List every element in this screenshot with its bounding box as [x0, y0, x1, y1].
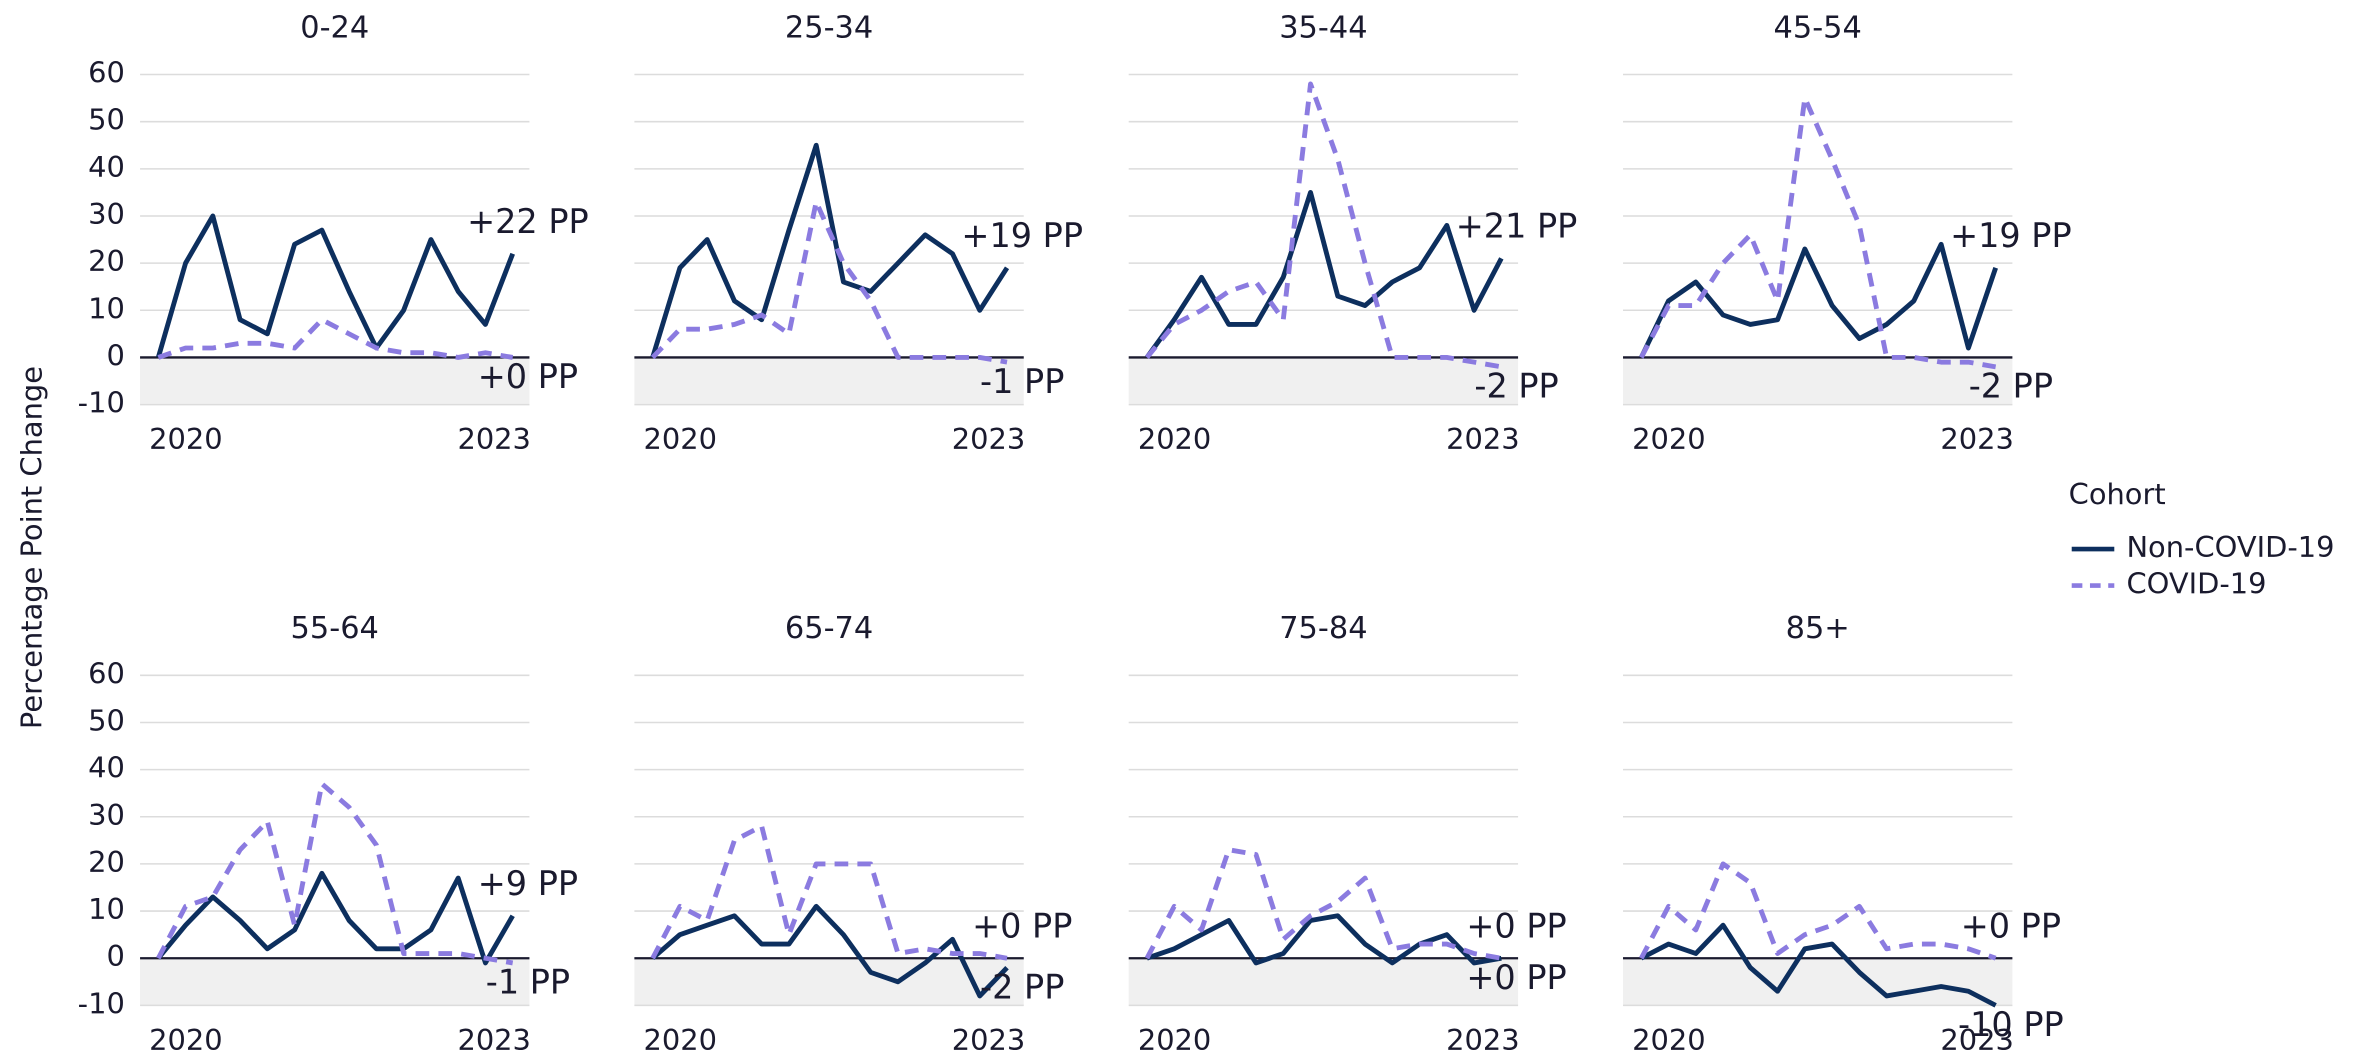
panel-title: 25-34	[785, 10, 873, 45]
negative-band	[140, 357, 530, 405]
series-line	[1145, 81, 1502, 370]
x-tick-label: 2020	[644, 1023, 717, 1051]
end-label: -2 PP	[980, 967, 1064, 1006]
series-line	[1639, 861, 1997, 961]
series-line	[156, 870, 515, 966]
series-line	[650, 823, 1008, 961]
x-tick-label: 2020	[644, 422, 717, 456]
panel-title: 0-24	[300, 10, 369, 45]
panel-title: 85+	[1786, 611, 1850, 646]
x-tick-label: 2023	[1446, 422, 1520, 456]
end-label: -2 PP	[1474, 367, 1558, 406]
series-line	[1144, 847, 1502, 961]
x-tick-label: 2020	[1138, 422, 1212, 456]
negative-band	[634, 958, 1024, 1006]
end-label: +19 PP	[1950, 216, 2072, 255]
legend-title: Cohort	[2069, 477, 2166, 511]
end-label: -10 PP	[1958, 1005, 2064, 1044]
y-axis-label: Percentage Point Change	[15, 366, 49, 729]
y-tick-label: 30	[88, 798, 125, 832]
x-tick-label: 2020	[1632, 1023, 1706, 1051]
series-line	[650, 199, 1008, 365]
panel-title: 45-54	[1774, 10, 1862, 45]
end-label: -1 PP	[486, 963, 570, 1002]
y-tick-label: 0	[106, 338, 124, 372]
panel-title: 75-84	[1279, 611, 1367, 646]
series-line	[156, 781, 514, 966]
panel-title: 65-74	[785, 611, 873, 646]
x-tick-label: 2020	[1138, 1023, 1212, 1051]
y-tick-label: 60	[88, 56, 125, 90]
x-tick-label: 2020	[149, 422, 223, 456]
end-label: +19 PP	[961, 216, 1083, 255]
end-label: +0 PP	[1961, 906, 2061, 945]
negative-band	[1128, 958, 1519, 1006]
x-tick-label: 2023	[1940, 1023, 2014, 1051]
end-label: +0 PP	[972, 906, 1072, 945]
end-label: +0 PP	[1466, 958, 1566, 997]
end-label: +0 PP	[478, 357, 578, 396]
series-line	[1639, 95, 1997, 370]
end-label: +22 PP	[467, 202, 589, 241]
x-tick-label: 2020	[149, 1023, 223, 1051]
legend-label: Non-COVID-19	[2126, 530, 2334, 564]
end-label: -2 PP	[1969, 367, 2053, 406]
y-tick-label: 50	[88, 103, 125, 137]
negative-band	[140, 958, 530, 1006]
end-label: -1 PP	[980, 362, 1064, 401]
series-line	[650, 142, 1010, 359]
y-tick-label: 50	[88, 703, 125, 737]
y-tick-label: -10	[78, 386, 125, 420]
x-tick-label: 2020	[1632, 422, 1706, 456]
y-tick-label: 20	[88, 244, 125, 278]
negative-band	[634, 357, 1024, 405]
panel-title: 55-64	[291, 611, 379, 646]
series-line	[1640, 922, 1997, 1008]
negative-band	[1128, 357, 1519, 405]
x-tick-label: 2023	[457, 1023, 531, 1051]
series-line	[1146, 913, 1502, 966]
x-tick-label: 2023	[457, 422, 531, 456]
y-tick-label: 10	[88, 291, 125, 325]
x-tick-label: 2023	[1446, 1023, 1520, 1051]
panel-title: 35-44	[1279, 10, 1367, 45]
legend-label: COVID-19	[2126, 567, 2266, 601]
y-tick-label: 30	[88, 197, 125, 231]
series-line	[155, 213, 515, 359]
x-tick-label: 2023	[1940, 422, 2014, 456]
series-line	[157, 317, 514, 360]
series-line	[1639, 241, 1998, 359]
y-tick-label: 60	[88, 656, 125, 690]
negative-band	[1623, 357, 2013, 405]
x-tick-label: 2023	[952, 422, 1026, 456]
end-label: +0 PP	[1466, 906, 1566, 945]
series-line	[651, 903, 1009, 999]
end-label: +9 PP	[478, 864, 578, 903]
y-tick-label: 10	[88, 892, 125, 926]
y-tick-label: -10	[78, 986, 125, 1020]
y-tick-label: 40	[88, 150, 125, 184]
y-tick-label: 40	[88, 751, 125, 785]
y-tick-label: 20	[88, 845, 125, 879]
end-label: +21 PP	[1456, 206, 1578, 245]
series-line	[1144, 189, 1504, 359]
x-tick-label: 2023	[952, 1023, 1026, 1051]
y-tick-label: 0	[106, 939, 124, 973]
negative-band	[1623, 958, 2013, 1006]
